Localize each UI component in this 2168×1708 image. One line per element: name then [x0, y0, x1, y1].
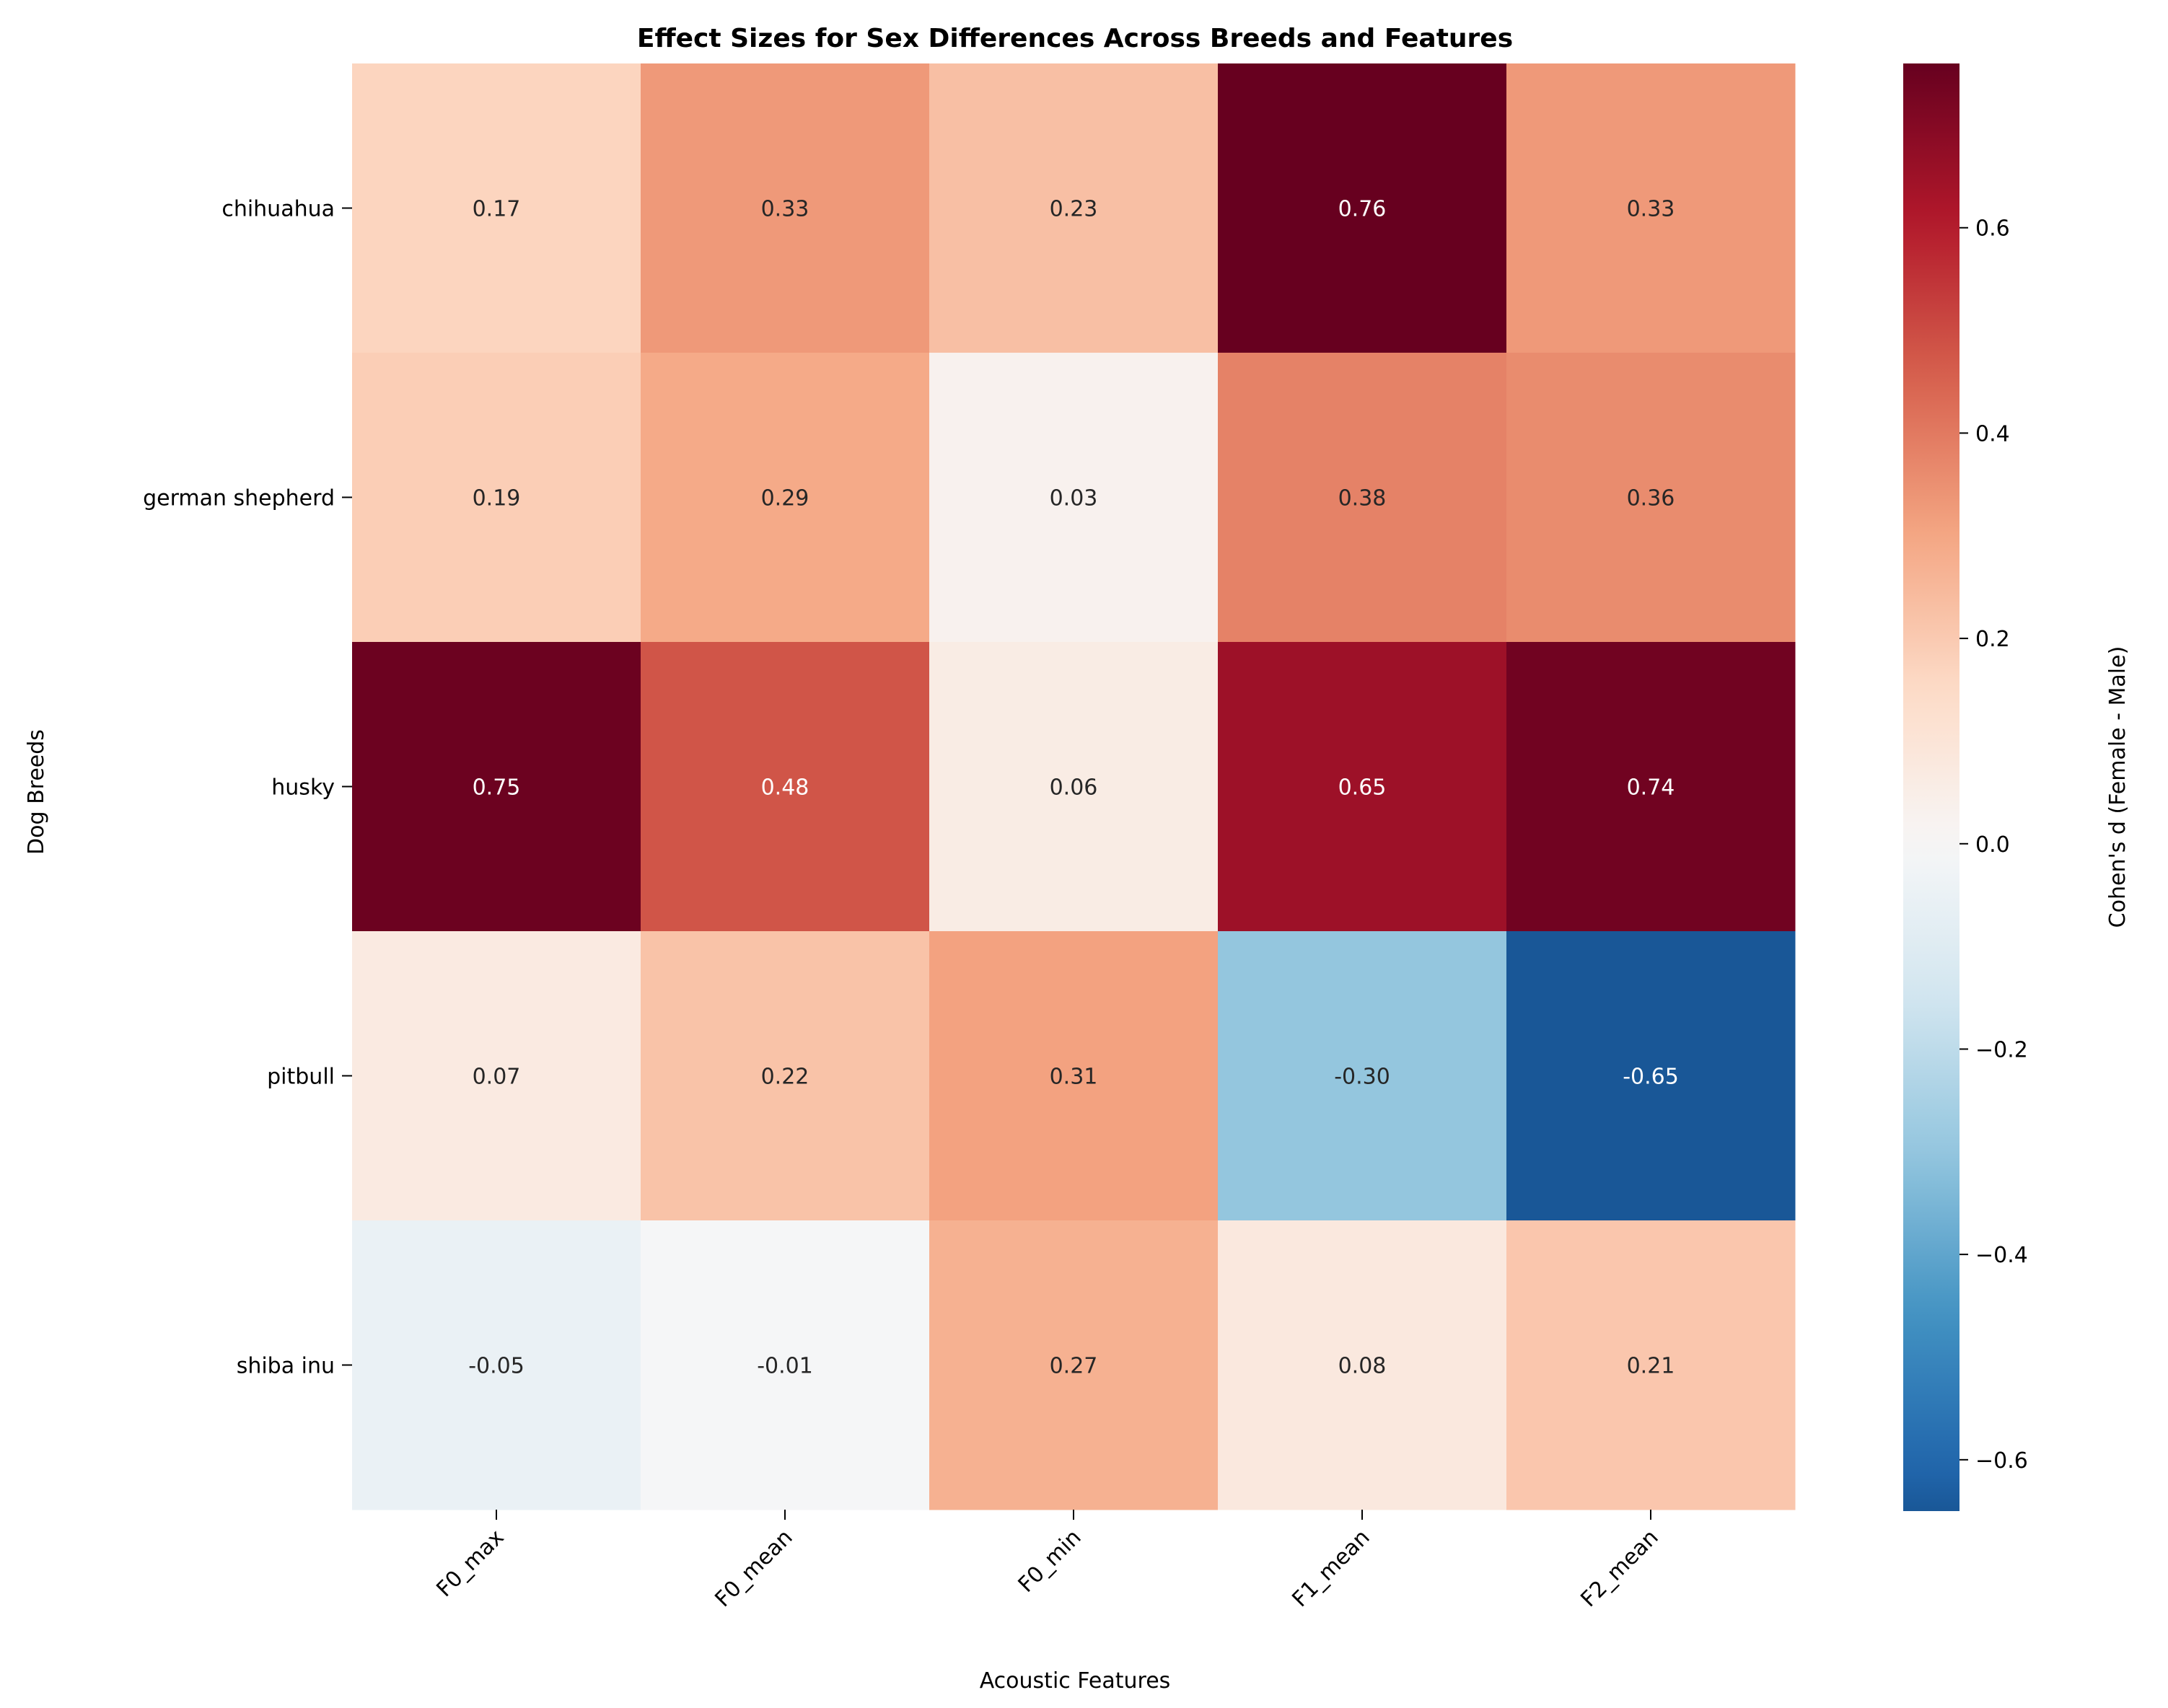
heatmap-cell — [929, 63, 1219, 353]
colorbar-tick-label: 0.4 — [1975, 421, 2010, 446]
cell-value-label: 0.07 — [473, 1065, 521, 1090]
heatmap-cell — [352, 642, 641, 932]
colorbar-tick-label: −0.4 — [1975, 1243, 2028, 1268]
cell-value-label: 0.03 — [1050, 486, 1098, 511]
cell-value-label: -0.05 — [468, 1354, 525, 1379]
cell-value-label: 0.22 — [761, 1065, 809, 1090]
heatmap-cell — [352, 931, 641, 1221]
chart-title: Effect Sizes for Sex Differences Across … — [637, 24, 1513, 53]
colorbar-tick-label: −0.6 — [1975, 1448, 2028, 1474]
y-tick-label: pitbull — [267, 1065, 335, 1090]
heatmap-cell — [929, 353, 1219, 643]
y-axis-label: Dog Breeds — [24, 729, 49, 855]
x-tick-label: F0_min — [1014, 1525, 1087, 1598]
cell-annotations: 0.17 0.33 0.23 0.76 0.33 0.19 0.29 0.03 0.38 0.36… — [468, 197, 1679, 1379]
heatmap-cell — [1506, 1220, 1796, 1510]
colorbar-gradient — [1903, 63, 1959, 1511]
cell-value-label: 0.29 — [761, 486, 809, 511]
heatmap-cell — [1218, 353, 1507, 643]
cell-value-label: 0.74 — [1627, 775, 1675, 801]
heatmap-cell — [641, 642, 930, 932]
y-axis: chihuahua german shepherd husky pitbull shib… — [143, 197, 352, 1379]
cell-value-label: 0.76 — [1338, 197, 1387, 222]
cell-value-label: 0.17 — [473, 197, 521, 222]
y-tick-label: chihuahua — [221, 197, 335, 222]
heatmap-cell — [352, 63, 641, 353]
heatmap-cell — [1506, 63, 1796, 353]
heatmap-cell — [929, 931, 1219, 1221]
colorbar-label: Cohen's d (Female - Male) — [2105, 646, 2130, 928]
colorbar-tick-label: 0.0 — [1975, 832, 2010, 858]
cell-value-label: 0.23 — [1050, 197, 1098, 222]
x-tick-label: F0_max — [431, 1525, 509, 1602]
cell-value-label: 0.33 — [1627, 197, 1675, 222]
cell-value-label: 0.31 — [1050, 1065, 1098, 1090]
heatmap-cell — [352, 1220, 641, 1510]
heatmap-cell — [1506, 642, 1796, 932]
colorbar-tick-label: 0.6 — [1975, 216, 2010, 242]
heatmap-cell — [929, 642, 1219, 932]
x-tick-label: F2_mean — [1576, 1525, 1663, 1612]
heatmap-cell — [1218, 1220, 1507, 1510]
heatmap-cell — [1218, 642, 1507, 932]
x-axis-label: Acoustic Features — [980, 1668, 1171, 1694]
cell-value-label: -0.30 — [1334, 1065, 1390, 1090]
heatmap-cell — [641, 353, 930, 643]
cell-value-label: -0.01 — [757, 1354, 813, 1379]
y-tick-label: husky — [271, 775, 335, 801]
cell-value-label: 0.65 — [1338, 775, 1387, 801]
cell-value-label: -0.65 — [1623, 1065, 1679, 1090]
colorbar-ticks: −0.6 −0.4 −0.2 0.0 0.2 0.4 0.6 — [1959, 216, 2028, 1474]
cell-value-label: 0.06 — [1050, 775, 1098, 801]
heatmap-cell — [1218, 931, 1507, 1221]
heatmap-cell — [1506, 931, 1796, 1221]
colorbar: −0.6 −0.4 −0.2 0.0 0.2 0.4 0.6 Cohen's d (Fema… — [1903, 63, 2130, 1511]
heatmap-cell — [352, 353, 641, 643]
cell-value-label: 0.36 — [1627, 486, 1675, 511]
cell-value-label: 0.75 — [473, 775, 521, 801]
cell-value-label: 0.27 — [1050, 1354, 1098, 1379]
y-tick-label: shiba inu — [237, 1354, 335, 1379]
y-tick-label: german shepherd — [143, 486, 335, 511]
cell-value-label: 0.38 — [1338, 486, 1387, 511]
x-axis: F0_max F0_mean F0_min F1_mean F2_mean — [431, 1510, 1664, 1612]
heatmap-cell — [1506, 353, 1796, 643]
heatmap-cells — [352, 63, 1796, 1510]
cell-value-label: 0.33 — [761, 197, 809, 222]
heatmap-cell — [641, 63, 930, 353]
colorbar-tick-label: 0.2 — [1975, 627, 2010, 652]
cell-value-label: 0.21 — [1627, 1354, 1675, 1379]
cell-value-label: 0.19 — [473, 486, 521, 511]
x-tick-label: F0_mean — [710, 1525, 797, 1612]
heatmap-cell — [1218, 63, 1507, 353]
cell-value-label: 0.48 — [761, 775, 809, 801]
heatmap-cell — [641, 931, 930, 1221]
x-tick-label: F1_mean — [1287, 1525, 1374, 1612]
cell-value-label: 0.08 — [1338, 1354, 1387, 1379]
heatmap-cell — [641, 1220, 930, 1510]
heatmap-cell — [929, 1220, 1219, 1510]
colorbar-tick-label: −0.2 — [1975, 1037, 2028, 1062]
